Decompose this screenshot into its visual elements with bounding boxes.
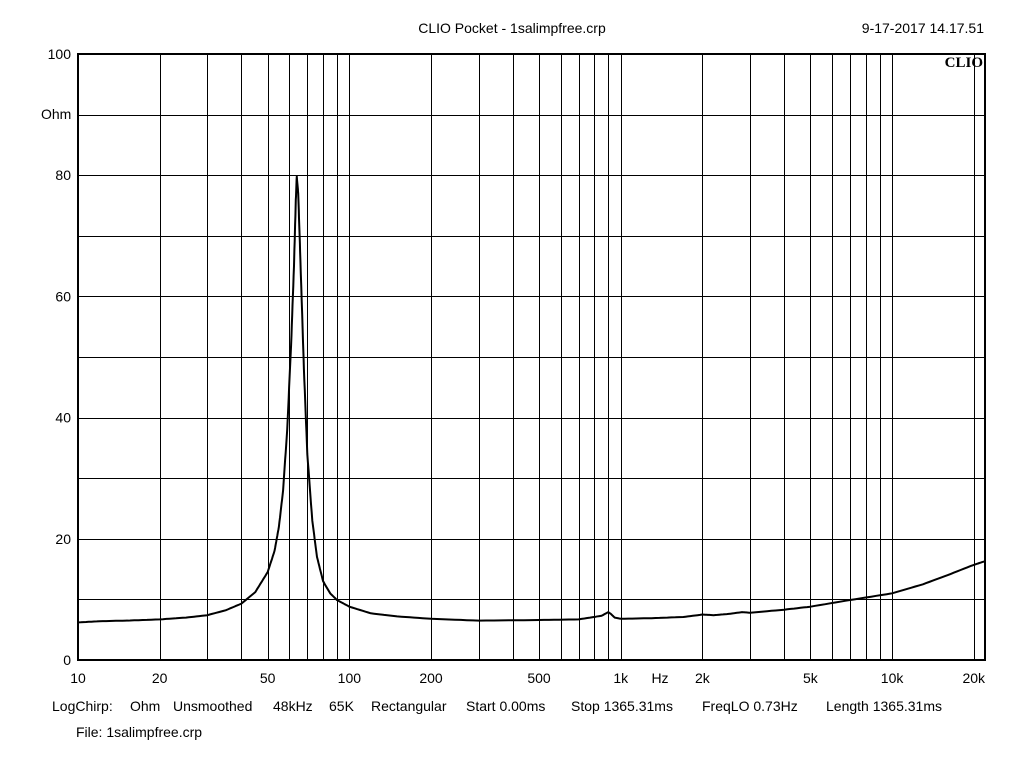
setting-item: Rectangular	[371, 698, 447, 714]
brand-logo: CLIO	[945, 55, 983, 71]
chart-datetime: 9-17-2017 14.17.51	[862, 20, 984, 36]
setting-item: Start 0.00ms	[466, 698, 545, 714]
x-tick-label: 500	[527, 670, 551, 686]
setting-item: Ohm	[130, 698, 160, 714]
y-axis-label: Ohm	[41, 106, 71, 122]
measurement-settings: LogChirp: Ohm Unsmoothed 48kHz 65K Rectangula…	[52, 698, 942, 714]
y-tick-label: 0	[63, 652, 71, 668]
impedance-series-line	[77, 175, 986, 624]
grid	[78, 54, 985, 660]
x-tick-label: 20	[152, 670, 168, 686]
x-tick-label: 1k	[613, 670, 629, 686]
y-tick-label: 40	[55, 410, 71, 426]
setting-item: FreqLO 0.73Hz	[702, 698, 798, 714]
file-name: File: 1salimpfree.crp	[76, 724, 202, 740]
y-tick-label: 80	[55, 167, 71, 183]
setting-item: Stop 1365.31ms	[571, 698, 673, 714]
x-tick-label: 10	[70, 670, 86, 686]
plot-frame	[77, 53, 986, 661]
x-tick-label: 50	[260, 670, 276, 686]
x-axis-label: Hz	[651, 670, 668, 686]
setting-item: 48kHz	[273, 698, 313, 714]
y-tick-label: 20	[55, 531, 71, 547]
setting-item: Unsmoothed	[173, 698, 252, 714]
chart-title: CLIO Pocket - 1salimpfree.crp	[418, 20, 606, 36]
x-tick-label: 2k	[695, 670, 711, 686]
x-tick-label: 100	[338, 670, 362, 686]
x-tick-label: 5k	[803, 670, 819, 686]
x-tick-label: 10k	[881, 670, 905, 686]
y-tick-label: 100	[48, 46, 72, 62]
x-tick-label: 20k	[962, 670, 986, 686]
setting-item: LogChirp:	[52, 698, 113, 714]
setting-item: 65K	[329, 698, 355, 714]
x-tick-label: 200	[419, 670, 443, 686]
y-tick-label: 60	[55, 288, 71, 304]
setting-item: Length 1365.31ms	[826, 698, 942, 714]
